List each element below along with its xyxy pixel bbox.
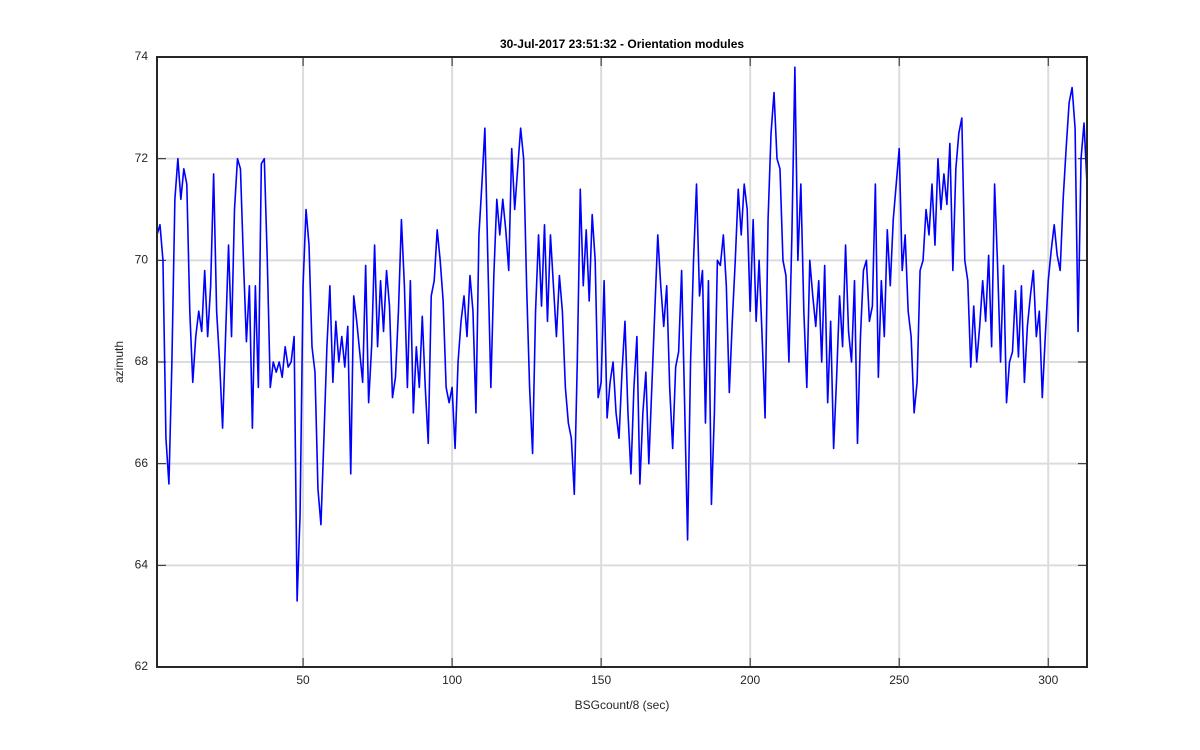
y-tick-label: 64 bbox=[135, 558, 149, 572]
axes-box bbox=[156, 56, 1088, 668]
data-line bbox=[156, 66, 1088, 602]
x-axis-label: BSGcount/8 (sec) bbox=[575, 698, 670, 712]
x-tick-label: 100 bbox=[442, 673, 462, 687]
y-tick-label: 62 bbox=[135, 659, 149, 673]
y-tick-label: 74 bbox=[135, 49, 149, 63]
chart-title: 30-Jul-2017 23:51:32 - Orientation modul… bbox=[500, 37, 744, 51]
x-tick-label: 300 bbox=[1038, 673, 1058, 687]
y-tick-label: 66 bbox=[135, 456, 149, 470]
y-axis-label: azimuth bbox=[112, 341, 126, 383]
y-tick-label: 70 bbox=[135, 253, 149, 267]
x-tick-label: 200 bbox=[740, 673, 760, 687]
y-tick-label: 68 bbox=[135, 354, 149, 368]
x-tick-label: 250 bbox=[889, 673, 909, 687]
x-tick-label: 150 bbox=[591, 673, 611, 687]
x-tick-label: 50 bbox=[296, 673, 310, 687]
y-tick-label: 72 bbox=[135, 151, 149, 165]
